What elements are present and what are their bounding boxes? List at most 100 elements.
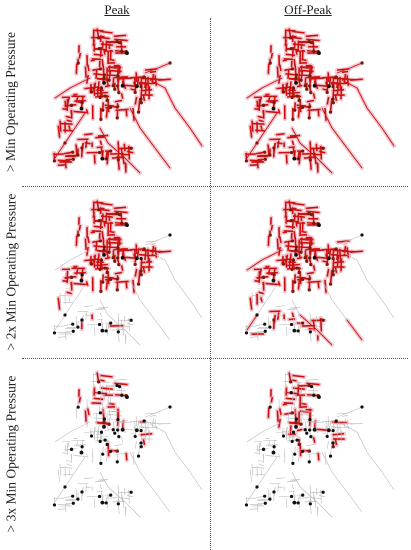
pipe-segment-satisfied	[154, 75, 158, 86]
source-node	[271, 450, 276, 455]
row-divider-1	[22, 186, 408, 187]
pipe-segment-unsatisfied	[124, 428, 126, 434]
pipe-network	[245, 372, 395, 518]
junction-node	[331, 273, 335, 277]
junction-node	[312, 221, 316, 225]
pipe-segment-satisfied	[174, 107, 191, 129]
junction-node	[289, 322, 294, 327]
pipe-segment-satisfied	[332, 432, 345, 436]
pipe-segment-satisfied	[297, 108, 301, 118]
pipe-segment-satisfied	[258, 119, 264, 123]
pipe-segment-satisfied	[309, 160, 312, 170]
junction-node	[268, 497, 272, 501]
junction-node	[300, 277, 305, 281]
source-node	[100, 156, 105, 161]
junction-node	[89, 262, 94, 266]
pipe-segment-unsatisfied	[278, 453, 281, 458]
pipe-segment-unsatisfied	[326, 440, 329, 449]
pipe-segment-unsatisfied	[137, 420, 140, 430]
junction-nodes	[244, 208, 364, 335]
pipe-segment-satisfied	[325, 249, 329, 258]
pipe-segment-satisfied	[265, 282, 279, 286]
pipe-segment-satisfied	[136, 76, 140, 86]
pipe-segment-satisfied	[127, 145, 131, 160]
pipe-segment-unsatisfied	[129, 451, 141, 473]
source-node	[120, 255, 125, 260]
pipe-segment-unsatisfied	[291, 484, 294, 490]
junction-node	[331, 428, 335, 433]
pipe-segment-unsatisfied	[90, 403, 95, 406]
pipe-segment-unsatisfied	[296, 448, 307, 451]
pipe-segment-satisfied	[336, 83, 340, 96]
pipe-segment-satisfied	[322, 248, 337, 251]
junction-node	[328, 454, 333, 458]
pipe-segment-unsatisfied	[330, 426, 341, 428]
pipe-segment-unsatisfied	[130, 432, 137, 435]
pipe-segment-satisfied	[93, 244, 105, 248]
pipe-segment-satisfied	[143, 77, 147, 89]
junction-node	[115, 211, 119, 216]
junction-node	[97, 150, 102, 155]
source-node	[79, 450, 84, 455]
pipe-segment-unsatisfied	[75, 488, 78, 499]
pipe-segment-satisfied	[285, 244, 297, 248]
pipe-segment-satisfied	[282, 59, 288, 62]
pipe-segment-unsatisfied	[260, 469, 263, 474]
junction-node	[105, 442, 109, 447]
junction-node	[142, 75, 146, 79]
pipe-segment-unsatisfied	[133, 425, 136, 431]
junction-node	[89, 434, 94, 438]
pipe-segment-satisfied	[118, 249, 133, 252]
junction-node	[290, 67, 295, 71]
junction-node	[297, 270, 301, 275]
pipe-segment-satisfied	[257, 115, 264, 119]
pipe-segment-satisfied	[142, 267, 146, 274]
pipe-segment-unsatisfied	[57, 469, 60, 482]
pipe-segment-unsatisfied	[322, 420, 337, 423]
junction-node	[120, 49, 124, 53]
junction-node	[102, 76, 106, 80]
junction-node	[360, 233, 364, 237]
junction-node	[117, 262, 121, 267]
pipe-segment-unsatisfied	[65, 331, 67, 341]
pipe-segment-unsatisfied	[97, 425, 100, 435]
pipe-segment-satisfied	[315, 84, 319, 90]
pipe-segment-satisfied	[291, 140, 295, 146]
pipe-segment-satisfied	[339, 248, 342, 262]
junction-node	[97, 391, 101, 395]
junction-node	[101, 452, 105, 456]
pipe-segment-satisfied	[130, 88, 137, 92]
pipe-segment-satisfied	[142, 439, 146, 446]
pipe-segment-satisfied	[124, 157, 141, 174]
junction-nodes	[52, 208, 172, 335]
junction-node	[294, 420, 298, 424]
junction-node	[305, 259, 309, 263]
junction-node	[289, 47, 293, 51]
pipe-segment-unsatisfied	[73, 455, 87, 457]
junction-node	[295, 266, 299, 270]
junction-node	[291, 461, 295, 466]
pipe-segment-satisfied	[288, 421, 301, 425]
pipe-segment-satisfied	[84, 142, 91, 145]
junction-node	[107, 250, 111, 254]
pipe-segment-satisfied	[267, 96, 271, 103]
pipe-segment-unsatisfied	[149, 423, 166, 433]
pipe-segment-satisfied	[142, 95, 146, 102]
network-map-3x-offpeak	[222, 362, 402, 530]
junction-node	[111, 256, 115, 260]
pipe-segment-satisfied	[73, 282, 87, 286]
pipe-segment-satisfied	[277, 281, 281, 286]
pipe-segment-unsatisfied	[285, 417, 297, 420]
network-map-min-peak	[30, 18, 210, 186]
pipe-segment-satisfied	[92, 40, 95, 46]
junction-node	[142, 419, 146, 423]
pipe-segment-satisfied	[106, 150, 110, 165]
pipe-segment-satisfied	[246, 87, 263, 99]
junction-node	[244, 331, 249, 335]
junction-node	[334, 247, 338, 251]
pipe-segment-unsatisfied	[84, 486, 91, 489]
junction-node	[111, 84, 115, 88]
pipe-segment-unsatisfied	[330, 442, 333, 457]
pipe-segment-satisfied	[137, 98, 141, 113]
pipe-segment-satisfied	[300, 65, 303, 73]
